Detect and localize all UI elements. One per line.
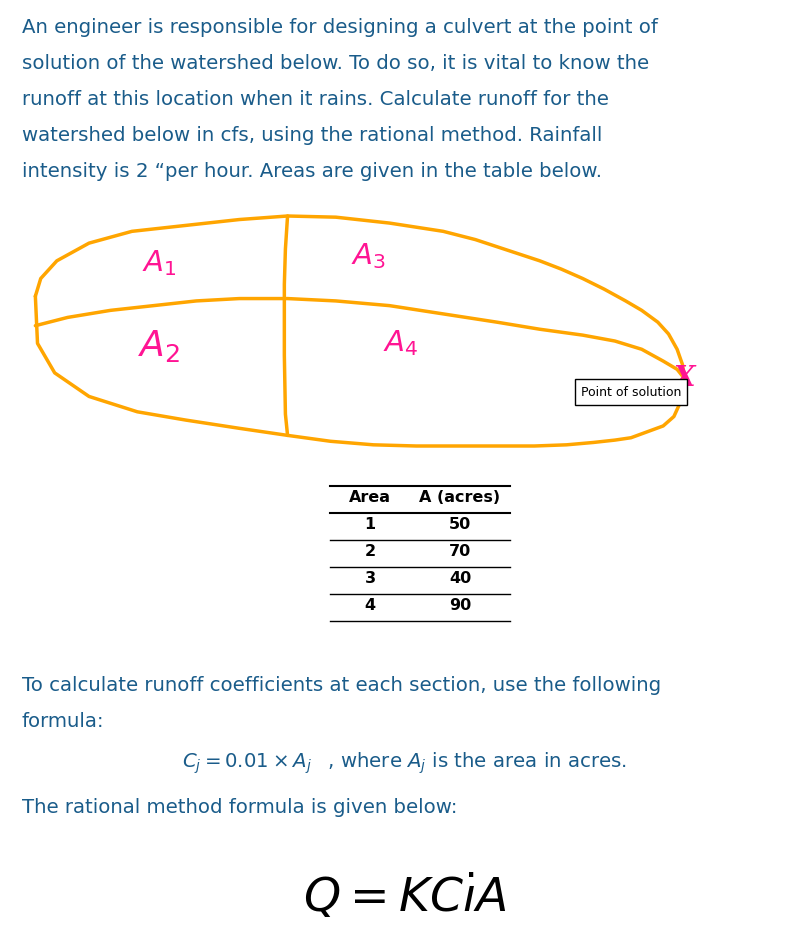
Text: 40: 40 <box>448 571 471 586</box>
Text: 1: 1 <box>364 517 375 532</box>
Text: A (acres): A (acres) <box>419 490 500 505</box>
Text: The rational method formula is given below:: The rational method formula is given bel… <box>22 798 457 817</box>
Text: To calculate runoff coefficients at each section, use the following: To calculate runoff coefficients at each… <box>22 676 661 695</box>
Text: 70: 70 <box>448 544 471 559</box>
Text: $A_3$: $A_3$ <box>350 241 385 271</box>
Text: $C_j = 0.01 \times A_j\;\;$ , where $A_j$ is the area in acres.: $C_j = 0.01 \times A_j\;\;$ , where $A_j… <box>182 750 628 776</box>
Text: intensity is 2 “per hour. Areas are given in the table below.: intensity is 2 “per hour. Areas are give… <box>22 162 602 181</box>
Text: $A_4$: $A_4$ <box>383 329 418 358</box>
Text: Point of solution: Point of solution <box>581 386 681 399</box>
Text: $A_1$: $A_1$ <box>142 248 176 278</box>
Text: 3: 3 <box>364 571 375 586</box>
Text: Area: Area <box>349 490 391 505</box>
Text: $Q = KC\dot{\imath}A$: $Q = KC\dot{\imath}A$ <box>303 872 507 922</box>
Text: $A_2$: $A_2$ <box>138 328 180 364</box>
Text: runoff at this location when it rains. Calculate runoff for the: runoff at this location when it rains. C… <box>22 90 609 109</box>
Text: 4: 4 <box>364 598 375 613</box>
Text: formula:: formula: <box>22 712 105 731</box>
Text: solution of the watershed below. To do so, it is vital to know the: solution of the watershed below. To do s… <box>22 54 649 73</box>
Text: 50: 50 <box>448 517 471 532</box>
Text: 2: 2 <box>364 544 375 559</box>
Text: watershed below in cfs, using the rational method. Rainfall: watershed below in cfs, using the ration… <box>22 126 603 145</box>
Text: 90: 90 <box>448 598 471 613</box>
Text: X: X <box>674 365 695 392</box>
Text: An engineer is responsible for designing a culvert at the point of: An engineer is responsible for designing… <box>22 18 658 37</box>
